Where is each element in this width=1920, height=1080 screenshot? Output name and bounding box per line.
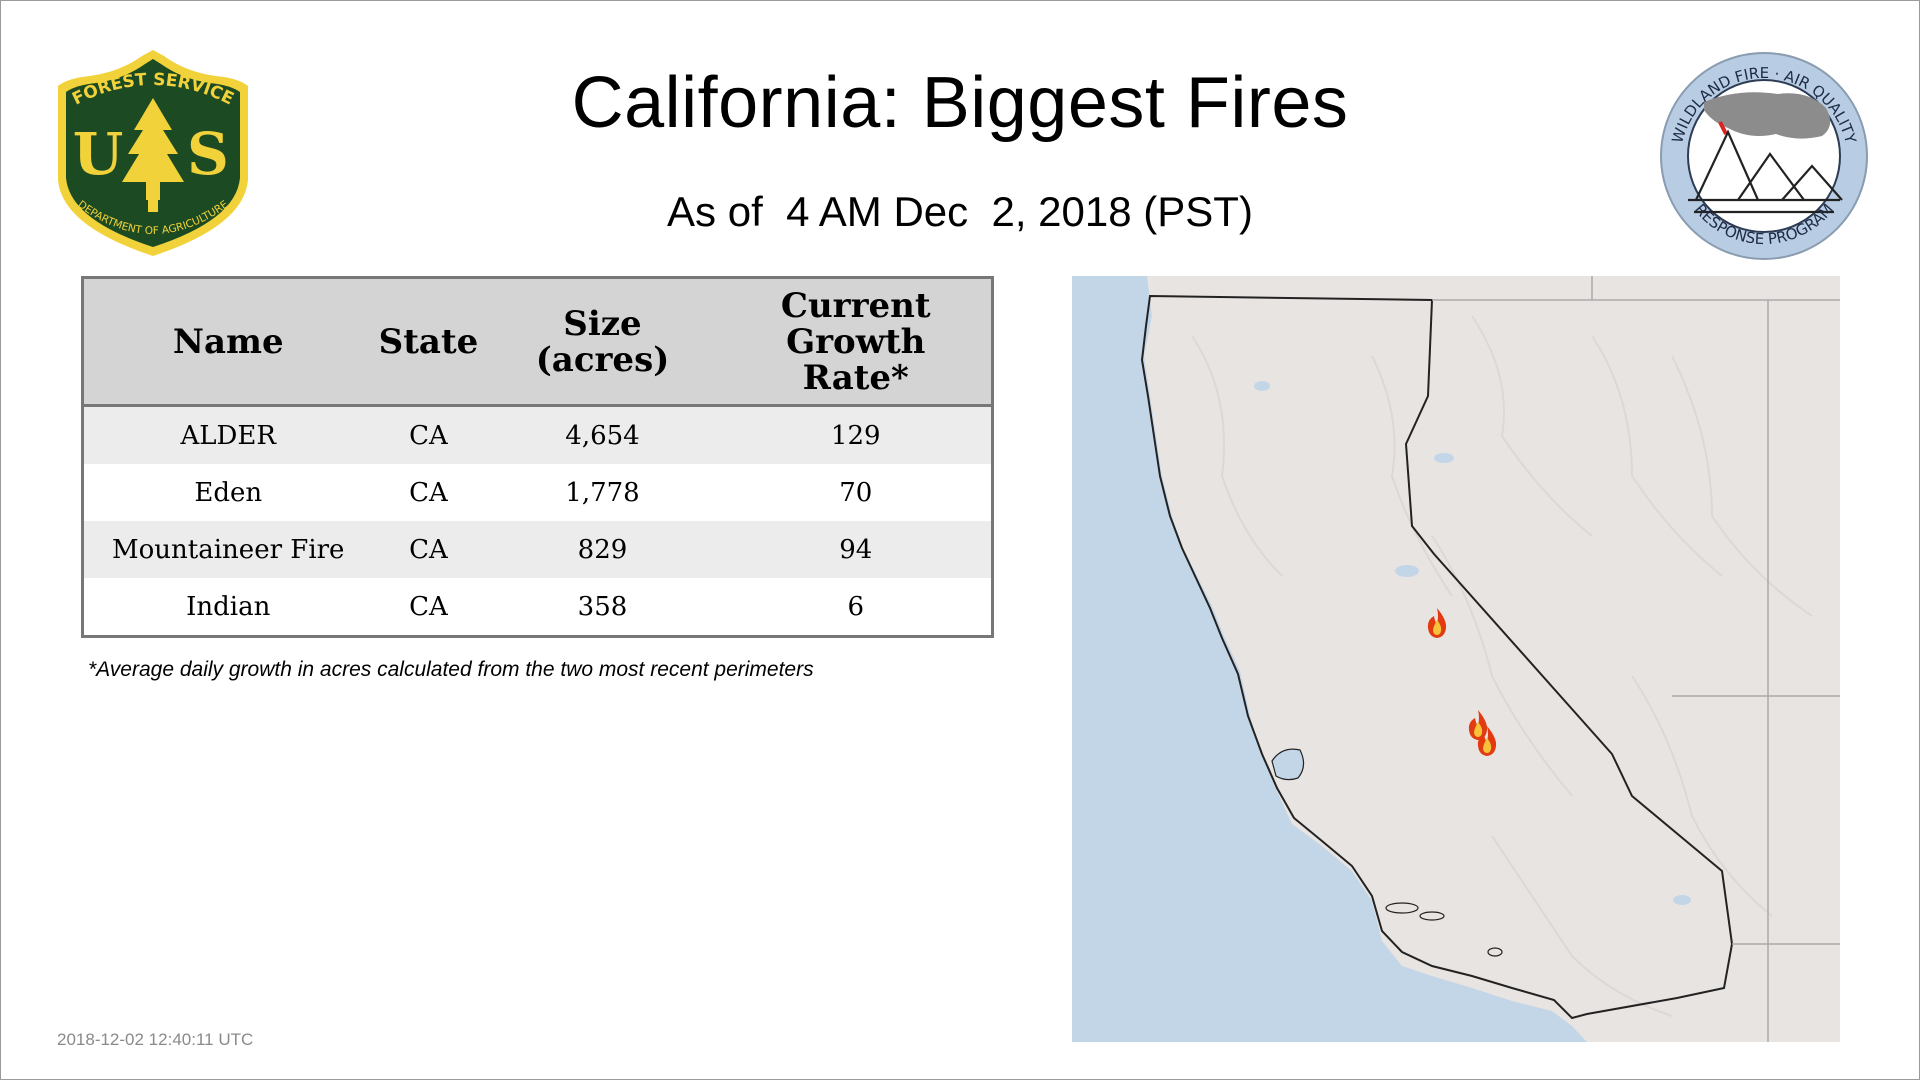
column-header-name: Name: [82, 277, 373, 407]
cell-growth-rate: 6: [720, 578, 993, 637]
cell-fire-name: Indian: [82, 578, 373, 637]
column-header-growth-line: Growth: [786, 321, 926, 362]
column-header-size-line: (acres): [535, 339, 670, 380]
cell-fire-name: Mountaineer Fire: [82, 521, 373, 578]
state-boundaries: [1432, 276, 1840, 1042]
cell-size: 1,778: [484, 464, 721, 521]
cell-fire-name: Eden: [82, 464, 373, 521]
usfs-shield-icon: U S FOREST SERVICE DEPARTMENT OF AGRICUL…: [58, 50, 248, 256]
flame-icon: [1468, 710, 1488, 740]
column-header-growth-line: Rate*: [802, 357, 909, 398]
column-header-growth-rate: Current Growth Rate*: [720, 277, 993, 407]
generated-timestamp: 2018-12-02 12:40:11 UTC: [57, 1030, 254, 1049]
column-header-state: State: [372, 277, 485, 407]
land-area: [1144, 276, 1840, 1042]
page-subtitle: As of 4 AM Dec 2, 2018 (PST): [667, 188, 1253, 235]
california-map: [1072, 276, 1840, 1042]
cell-state: CA: [372, 521, 485, 578]
cell-state: CA: [372, 464, 485, 521]
bay-area: [1271, 748, 1305, 781]
flame-icon: [1477, 726, 1497, 756]
table-header-row: Name State Size (acres) Current Growth R…: [82, 277, 993, 407]
table-row: Indian CA 358 6: [82, 578, 993, 637]
usfs-letter-s: S: [187, 120, 229, 188]
lakes: [1254, 381, 1691, 905]
california-border: [1140, 294, 1734, 1020]
fire-markers: [1427, 608, 1497, 756]
cell-fire-name: ALDER: [82, 405, 373, 464]
cell-growth-rate: 94: [720, 521, 993, 578]
usfs-letter-u: U: [73, 120, 124, 188]
table-row: Mountaineer Fire CA 829 94: [82, 521, 993, 578]
column-header-name-line: Name: [172, 321, 284, 362]
fires-table: Name State Size (acres) Current Growth R…: [81, 276, 994, 638]
cell-state: CA: [372, 578, 485, 637]
page-title: California: Biggest Fires: [571, 63, 1349, 143]
cell-growth-rate: 129: [720, 405, 993, 464]
flame-icon: [1427, 608, 1447, 638]
table-footnote: *Average daily growth in acres calculate…: [88, 658, 814, 681]
cell-size: 358: [484, 578, 721, 637]
column-header-size: Size (acres): [484, 277, 721, 407]
channel-islands: [1385, 902, 1503, 957]
cell-growth-rate: 70: [720, 464, 993, 521]
cell-size: 829: [484, 521, 721, 578]
table-row: Eden CA 1,778 70: [82, 464, 993, 521]
cell-size: 4,654: [484, 405, 721, 464]
terrain-texture: [1191, 315, 1813, 1017]
wildland-fire-air-quality-seal-icon: WILDLAND FIRE · AIR QUALITY RESPONSE PRO…: [1660, 52, 1868, 260]
column-header-state-line: State: [378, 321, 479, 362]
cell-state: CA: [372, 405, 485, 464]
table-row: ALDER CA 4,654 129: [82, 405, 993, 464]
column-header-growth-line: Current: [780, 285, 931, 326]
column-header-size-line: Size: [563, 303, 642, 344]
